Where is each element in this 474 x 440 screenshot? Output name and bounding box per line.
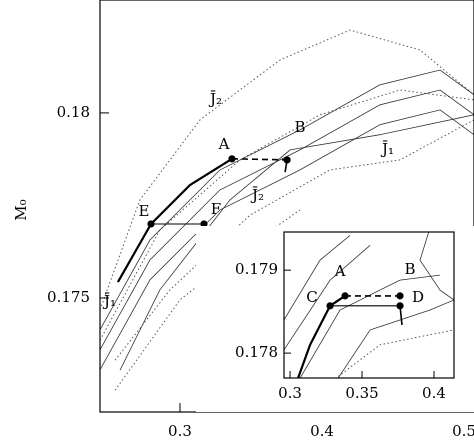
inset-plot: 0.178 0.179 0.3 0.35 0.4 A B C D bbox=[235, 231, 455, 402]
curve bbox=[100, 109, 474, 370]
main-plot: 0.175 0.18 0.3 0.4 0.5 J̄₂ A B J̄₁ J̄₂ E F J̄₁ bbox=[47, 0, 474, 440]
annotation: F bbox=[211, 200, 221, 218]
curve bbox=[335, 329, 454, 378]
x-tick-label: 0.3 bbox=[168, 422, 192, 440]
x-tick-label: 0.35 bbox=[345, 384, 378, 402]
point bbox=[147, 220, 155, 228]
annotation: C bbox=[306, 288, 317, 306]
annotation: B bbox=[294, 118, 305, 136]
curve bbox=[100, 29, 474, 310]
curve bbox=[337, 299, 454, 378]
curve bbox=[100, 89, 474, 341]
curve bbox=[419, 232, 454, 301]
y-axis-label: M₀ bbox=[12, 199, 30, 220]
plot-area bbox=[100, 29, 474, 391]
point bbox=[228, 155, 236, 163]
annotation: D bbox=[412, 288, 424, 306]
y-tick-label: 0.178 bbox=[235, 343, 278, 361]
x-tick-label: 0.4 bbox=[310, 422, 334, 440]
curve bbox=[299, 274, 441, 378]
point bbox=[341, 292, 349, 300]
point bbox=[200, 220, 208, 228]
curve bbox=[284, 244, 371, 351]
annotation: J̄₁ bbox=[102, 292, 116, 310]
curve bbox=[231, 158, 288, 161]
annotation: J̄₂ bbox=[250, 186, 264, 204]
y-tick-label: 0.175 bbox=[47, 288, 90, 306]
plot-area bbox=[284, 232, 454, 378]
annotation: J̄₁ bbox=[380, 140, 394, 158]
annotation: A bbox=[334, 262, 346, 280]
curve bbox=[114, 119, 474, 361]
annotation: B bbox=[404, 260, 415, 278]
point bbox=[283, 156, 291, 164]
point bbox=[326, 302, 334, 310]
curve bbox=[284, 234, 351, 321]
curve bbox=[100, 69, 474, 330]
point bbox=[396, 292, 404, 300]
axes-frame bbox=[283, 231, 455, 379]
x-tick-label: 0.3 bbox=[278, 384, 302, 402]
curve bbox=[100, 89, 474, 350]
curve bbox=[119, 114, 474, 371]
x-tick-label: 0.4 bbox=[422, 384, 446, 402]
y-tick-label: 0.179 bbox=[235, 260, 278, 278]
x-tick-label: 0.5 bbox=[452, 422, 474, 440]
point bbox=[396, 302, 404, 310]
y-tick-label: 0.18 bbox=[57, 103, 90, 121]
curve bbox=[296, 294, 346, 378]
annotation: A bbox=[218, 135, 230, 153]
annotation: J̄₂ bbox=[208, 90, 222, 108]
annotation: E bbox=[139, 202, 150, 220]
curve bbox=[116, 157, 233, 283]
